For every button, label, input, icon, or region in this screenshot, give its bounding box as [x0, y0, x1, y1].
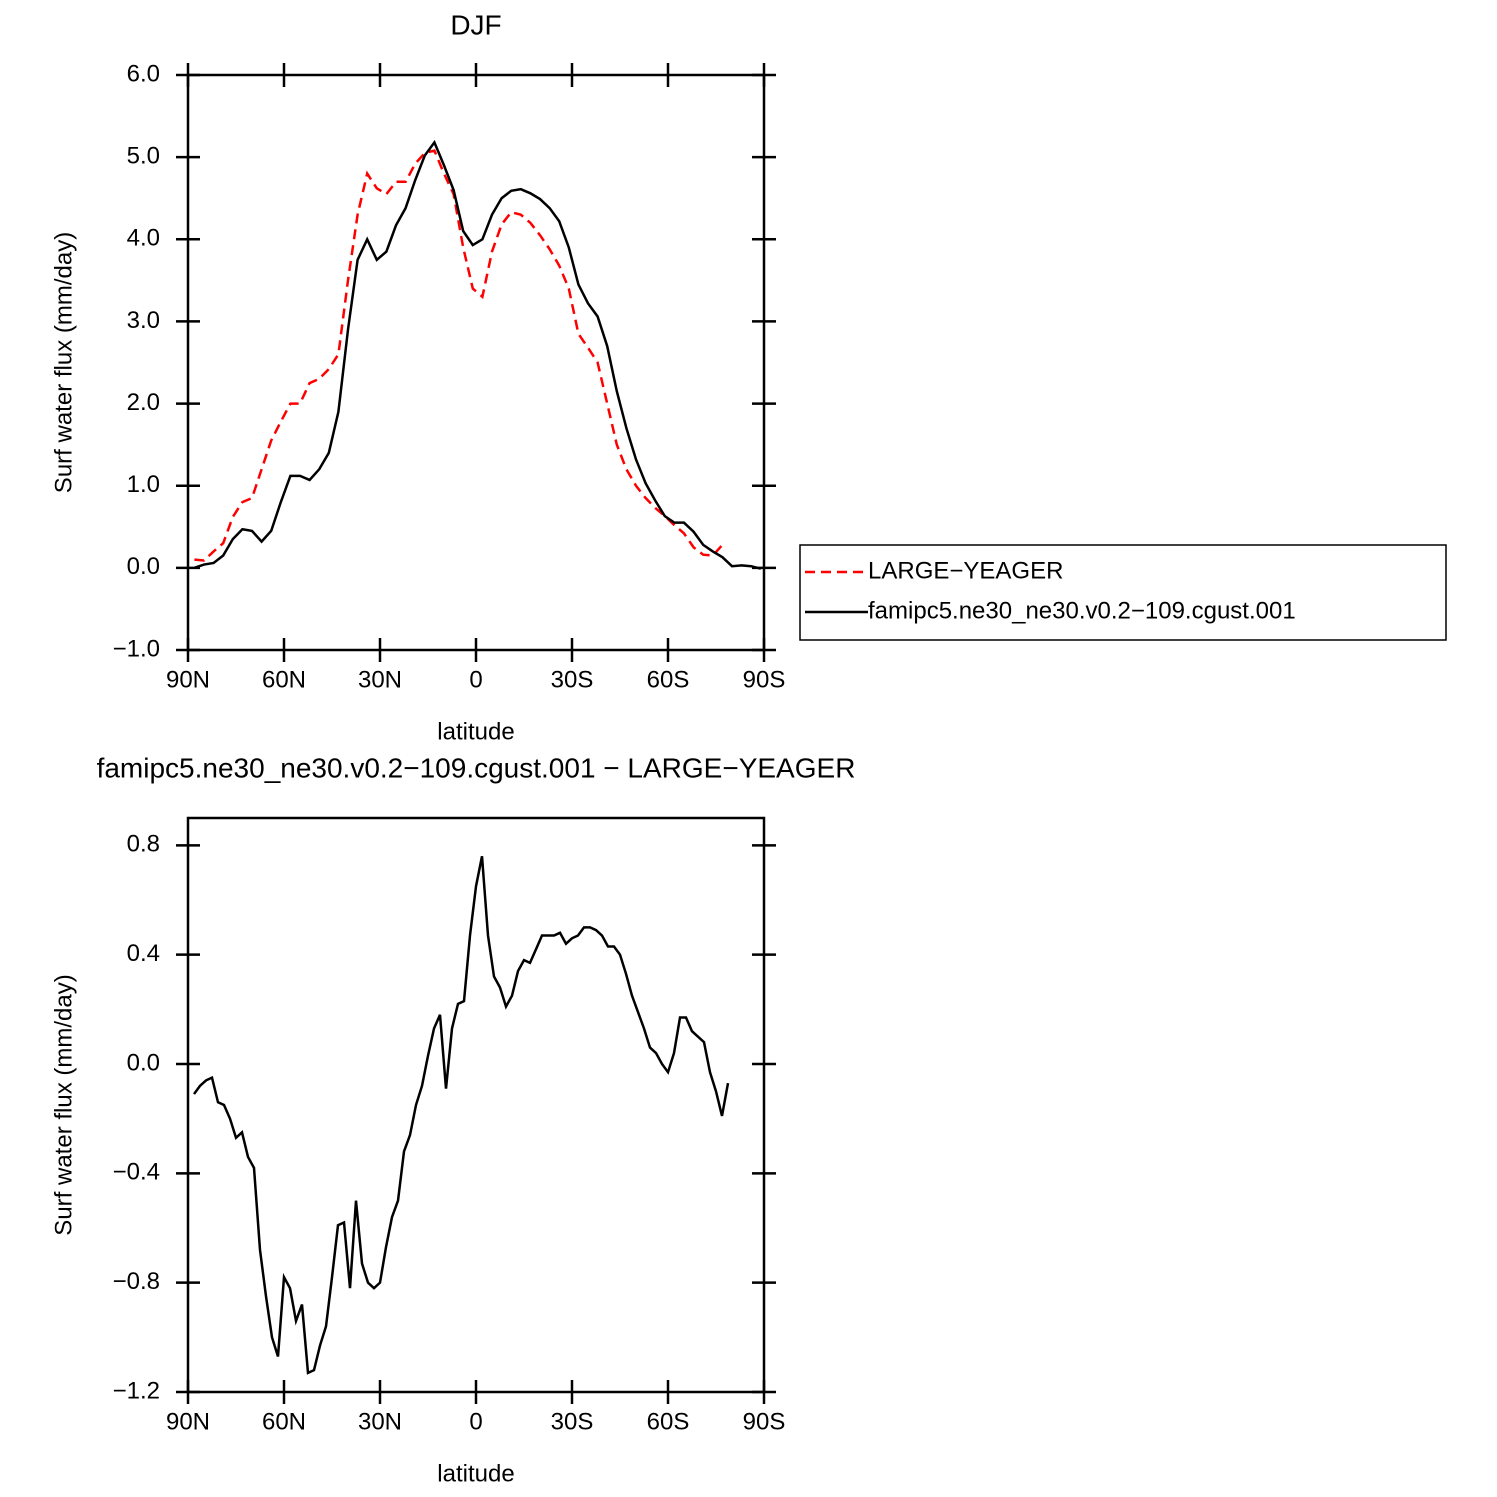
x-tick-label: 30N	[358, 1408, 402, 1435]
data-line	[192, 856, 730, 1375]
x-tick-label: 30S	[551, 666, 594, 693]
x-tick-label: 0	[469, 1408, 482, 1435]
y-tick-label: 4.0	[127, 225, 160, 252]
chart-title: DJF	[450, 9, 501, 40]
plot-frame	[186, 816, 766, 1394]
x-tick-label: 30S	[551, 1408, 594, 1435]
x-tick-label: 30N	[358, 666, 402, 693]
y-axis-label: Surf water flux (mm/day)	[50, 974, 77, 1235]
y-tick-label: −1.0	[113, 635, 160, 662]
x-tick-label: 60S	[647, 1408, 690, 1435]
y-tick-label: 1.0	[127, 471, 160, 498]
x-tick-label: 0	[469, 666, 482, 693]
data-line	[193, 139, 762, 570]
y-tick-label: 6.0	[127, 60, 160, 87]
y-tick-label: 0.0	[127, 1049, 160, 1076]
x-tick-label: 60S	[647, 666, 690, 693]
y-tick-label: −1.2	[113, 1377, 160, 1404]
y-tick-label: 0.8	[127, 831, 160, 858]
y-tick-label: 0.0	[127, 553, 160, 580]
y-tick-label: −0.4	[113, 1159, 160, 1186]
x-axis-label: latitude	[437, 1460, 514, 1487]
y-tick-label: 3.0	[127, 307, 160, 334]
x-axis-label: latitude	[437, 718, 514, 745]
legend-box	[799, 544, 1447, 641]
x-tick-label: 90S	[743, 666, 786, 693]
y-tick-label: −0.8	[113, 1268, 160, 1295]
y-axis-label: Surf water flux (mm/day)	[50, 232, 77, 493]
y-tick-label: 0.4	[127, 940, 160, 967]
plot-frame	[186, 73, 766, 652]
x-tick-label: 90N	[166, 666, 210, 693]
y-tick-label: 5.0	[127, 142, 160, 169]
x-tick-label: 90N	[166, 1408, 210, 1435]
chart-title: famipc5.ne30_ne30.v0.2−109.cgust.001 − L…	[97, 752, 856, 783]
legend-label: LARGE−YEAGER	[868, 557, 1063, 584]
legend-label: famipc5.ne30_ne30.v0.2−109.cgust.001	[868, 597, 1296, 624]
x-tick-label: 60N	[262, 666, 306, 693]
x-tick-label: 60N	[262, 1408, 306, 1435]
data-line	[194, 149, 724, 562]
x-tick-label: 90S	[743, 1408, 786, 1435]
y-tick-label: 2.0	[127, 389, 160, 416]
